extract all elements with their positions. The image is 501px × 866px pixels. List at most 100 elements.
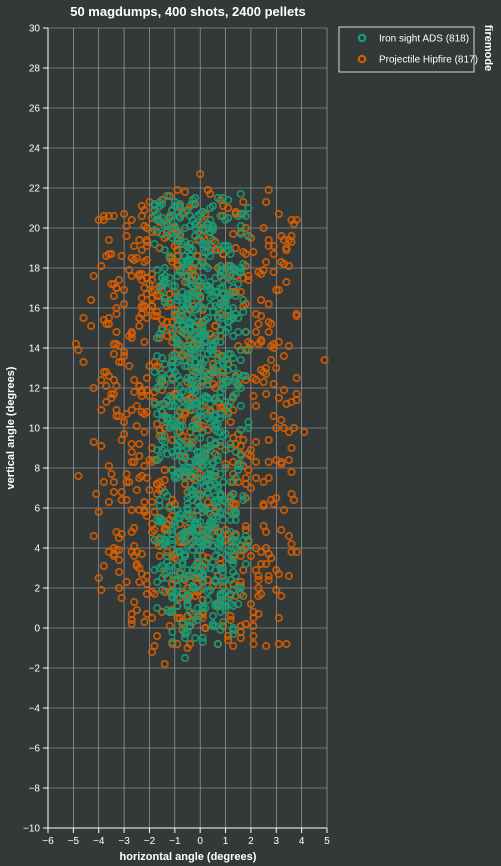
- data-point: [259, 477, 268, 487]
- data-point: [279, 423, 288, 433]
- data-point: [241, 521, 250, 531]
- data-point: [198, 253, 207, 263]
- data-point: [99, 367, 108, 377]
- data-point: [135, 235, 144, 245]
- data-point: [92, 489, 101, 499]
- data-point: [107, 469, 116, 479]
- data-point: [231, 377, 240, 387]
- data-point: [183, 443, 192, 453]
- data-point: [130, 375, 139, 385]
- y-tick-label: 26: [29, 104, 41, 115]
- legend-marker: [357, 54, 367, 64]
- data-point: [158, 573, 167, 583]
- data-point: [140, 337, 149, 347]
- data-point: [196, 209, 205, 219]
- data-point: [180, 551, 190, 561]
- data-point: [150, 641, 159, 651]
- data-point: [211, 601, 220, 611]
- data-point: [188, 371, 197, 381]
- data-point: [150, 239, 159, 249]
- data-point: [120, 285, 129, 295]
- data-point: [188, 485, 197, 495]
- data-point: [155, 401, 164, 411]
- x-tick-label: −3: [118, 836, 130, 847]
- grid-lines: [47, 27, 328, 829]
- data-point: [178, 305, 187, 315]
- data-point: [236, 345, 245, 355]
- data-point: [274, 393, 283, 403]
- data-point: [153, 515, 162, 525]
- data-point: [188, 571, 197, 581]
- data-point: [132, 485, 141, 495]
- data-point: [135, 451, 144, 461]
- data-point: [213, 245, 222, 255]
- data-point: [198, 637, 207, 647]
- data-point: [183, 499, 192, 509]
- legend-marker: [357, 33, 367, 43]
- data-point: [97, 405, 106, 415]
- data-point: [160, 221, 169, 231]
- data-point: [234, 279, 243, 289]
- data-point: [160, 297, 169, 307]
- data-point: [226, 439, 235, 449]
- data-point: [163, 449, 172, 459]
- data-point: [117, 487, 126, 497]
- data-point: [211, 419, 220, 429]
- data-point: [117, 593, 126, 603]
- data-point: [218, 477, 228, 487]
- data-point: [185, 319, 195, 329]
- data-point: [272, 493, 281, 503]
- data-point: [127, 271, 136, 281]
- data-point: [109, 291, 119, 301]
- data-point: [140, 617, 149, 627]
- data-point: [320, 355, 329, 365]
- data-point: [142, 579, 151, 589]
- y-tick-label: 22: [29, 184, 41, 195]
- data-point: [259, 499, 268, 509]
- data-point: [168, 539, 177, 549]
- data-point: [224, 213, 233, 223]
- data-point: [79, 357, 88, 367]
- data-point: [122, 469, 131, 479]
- data-point: [155, 381, 164, 391]
- data-point: [117, 357, 126, 367]
- data-point: [196, 219, 205, 229]
- data-point: [226, 611, 235, 621]
- data-point: [147, 613, 157, 623]
- data-point: [221, 597, 230, 607]
- data-point: [251, 457, 261, 467]
- data-point: [287, 547, 296, 557]
- data-point: [211, 497, 220, 507]
- data-point: [256, 547, 266, 557]
- data-point: [211, 467, 220, 477]
- data-point: [206, 519, 215, 529]
- data-point: [168, 205, 177, 215]
- data-point: [191, 463, 200, 473]
- data-point: [241, 371, 250, 381]
- data-point: [158, 431, 167, 441]
- data-point: [150, 211, 159, 221]
- data-point: [135, 271, 144, 281]
- y-tick-label: 14: [29, 344, 41, 355]
- data-point: [102, 381, 111, 391]
- data-point: [170, 473, 179, 483]
- data-point: [127, 619, 136, 629]
- data-point: [279, 505, 288, 515]
- data-point: [183, 361, 192, 371]
- data-point: [201, 525, 210, 535]
- data-point: [264, 457, 273, 467]
- data-point: [221, 397, 230, 407]
- data-point: [231, 499, 240, 509]
- data-point: [180, 187, 190, 197]
- data-point: [180, 223, 190, 233]
- data-point: [153, 265, 162, 275]
- data-point: [221, 459, 230, 469]
- data-point: [173, 561, 182, 571]
- data-point: [261, 527, 271, 537]
- data-point: [226, 417, 235, 427]
- data-point: [127, 609, 136, 619]
- data-point: [170, 225, 179, 235]
- data-point: [193, 453, 202, 463]
- data-point: [272, 363, 281, 373]
- data-point: [158, 353, 167, 363]
